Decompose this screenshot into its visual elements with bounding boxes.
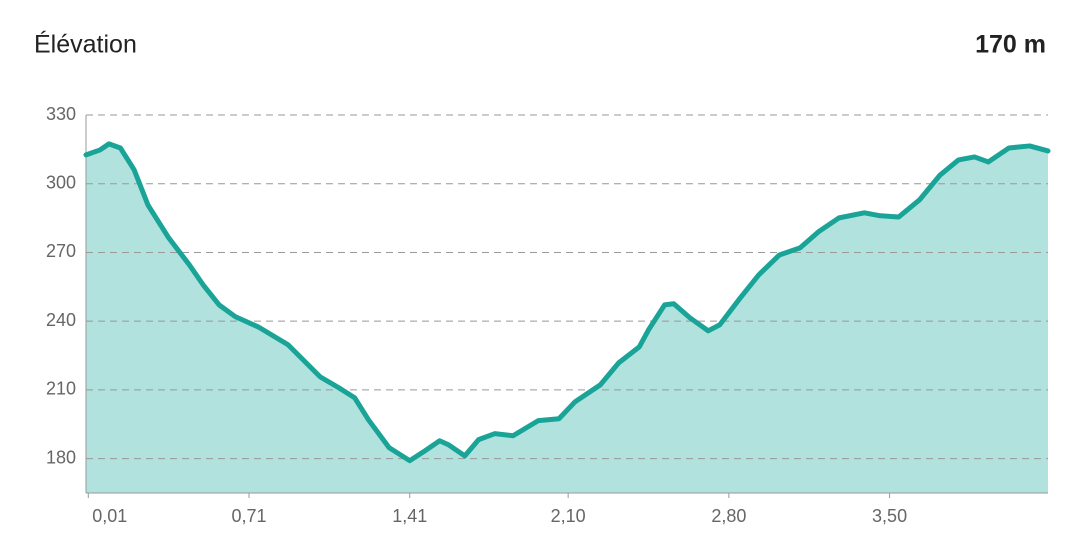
x-tick-label: 1,41 <box>392 506 427 526</box>
y-tick-label: 180 <box>46 447 76 467</box>
x-tick-label: 0,71 <box>231 506 266 526</box>
y-tick-label: 270 <box>46 241 76 261</box>
area-fill <box>86 143 1048 493</box>
y-tick-label: 300 <box>46 172 76 192</box>
y-tick-label: 240 <box>46 310 76 330</box>
chart-title: Élévation <box>34 30 137 59</box>
x-tick-label: 2,80 <box>711 506 746 526</box>
x-tick-label: 0,01 <box>92 506 127 526</box>
elevation-line <box>83 141 1051 464</box>
y-tick-label: 330 <box>46 104 76 124</box>
y-tick-label: 210 <box>46 379 76 399</box>
x-tick-label: 2,10 <box>551 506 586 526</box>
x-tick-label: 3,50 <box>872 506 907 526</box>
summary-value: 170 m <box>975 31 1046 59</box>
